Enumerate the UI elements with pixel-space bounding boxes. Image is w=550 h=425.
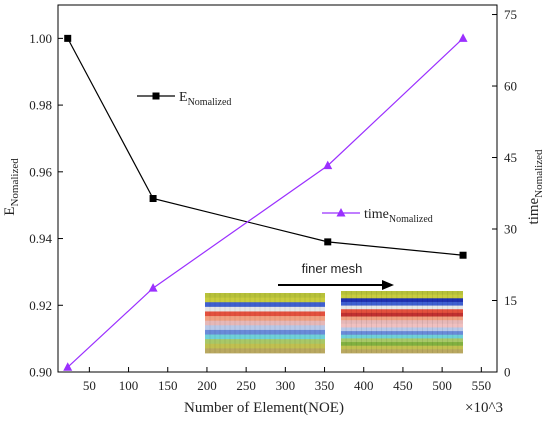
mesh-layer xyxy=(205,311,325,317)
mesh-layer xyxy=(341,291,463,296)
mesh-layer xyxy=(205,306,325,312)
left-tick-label: 0.98 xyxy=(29,98,52,113)
left-tick-label: 1.00 xyxy=(29,31,52,46)
mesh-layer xyxy=(341,323,463,328)
mesh-layer xyxy=(205,320,325,326)
mesh-layer xyxy=(205,339,325,345)
mesh-inset xyxy=(205,291,463,354)
mesh-layer xyxy=(341,316,463,321)
mesh-layer xyxy=(341,320,463,325)
x-tick-label: 400 xyxy=(354,378,374,393)
mesh-layer xyxy=(205,293,325,299)
left-tick-label: 0.94 xyxy=(29,231,52,246)
left-tick-label: 0.92 xyxy=(29,298,52,313)
x-tick-label: 250 xyxy=(236,378,256,393)
label-group: Number of Element(NOE) ×10^3 ENomalized tim… xyxy=(2,90,545,416)
mesh-layer xyxy=(341,312,463,317)
legend-e-marker xyxy=(152,92,160,100)
x-tick-label: 100 xyxy=(119,378,139,393)
x-tick-label: 500 xyxy=(432,378,452,393)
mesh-layer xyxy=(341,345,463,350)
fine-mesh xyxy=(341,291,463,354)
x-tick-label: 300 xyxy=(276,378,296,393)
right-tick-label: 0 xyxy=(504,365,511,380)
mesh-layer xyxy=(341,334,463,339)
series-line xyxy=(67,38,464,256)
left-tick-label: 0.96 xyxy=(29,164,52,179)
series-point-triangle xyxy=(323,160,333,170)
mesh-layer xyxy=(341,301,463,306)
series-point-square xyxy=(324,238,332,246)
mesh-layer xyxy=(341,327,463,332)
tick-group: 50 100 150 200 250 300 350 400 450 500 5500.900.92… xyxy=(29,7,517,393)
series-point-square xyxy=(459,251,467,259)
legend-time-marker xyxy=(336,208,346,217)
x-axis-title: Number of Element(NOE) xyxy=(184,400,344,416)
mesh-layer xyxy=(205,297,325,303)
series-point-triangle xyxy=(63,362,73,371)
x-tick-label: 200 xyxy=(197,378,217,393)
x-axis-multiplier: ×10^3 xyxy=(465,400,503,416)
right-axis-title: timeNomalized xyxy=(526,149,545,224)
x-tick-label: 350 xyxy=(315,378,335,393)
right-tick-label: 30 xyxy=(504,222,517,237)
x-tick-label: 550 xyxy=(472,378,492,393)
plot-frame xyxy=(57,4,498,373)
right-tick-label: 45 xyxy=(504,150,517,165)
mesh-layer xyxy=(205,348,325,354)
legend-time-label: timeNomalized xyxy=(364,207,433,225)
series-group xyxy=(63,33,468,371)
mesh-layer xyxy=(205,334,325,340)
x-tick-label: 50 xyxy=(83,378,96,393)
mesh-layer xyxy=(205,302,325,308)
plot-border xyxy=(57,4,498,373)
mesh-layer xyxy=(341,309,463,314)
left-axis-title: ENomalized xyxy=(2,158,21,216)
mesh-layer xyxy=(341,298,463,303)
mesh-layer xyxy=(341,294,463,299)
series-line xyxy=(67,37,464,368)
mesh-layer xyxy=(341,342,463,347)
x-tick-label: 450 xyxy=(393,378,413,393)
mesh-layer xyxy=(341,338,463,343)
series-point-triangle xyxy=(148,283,158,292)
series-point-triangle xyxy=(458,33,468,42)
mesh-layer xyxy=(205,329,325,335)
coarse-mesh xyxy=(205,293,325,354)
mesh-layer xyxy=(205,325,325,331)
series-point-square xyxy=(149,195,157,203)
x-tick-label: 150 xyxy=(158,378,178,393)
series-point-square xyxy=(64,34,72,42)
mesh-layer xyxy=(341,305,463,310)
left-tick-label: 0.90 xyxy=(29,365,52,380)
right-tick-label: 15 xyxy=(504,293,517,308)
annotation-text: finer mesh xyxy=(302,261,363,276)
legend-e-label: ENomalized xyxy=(179,90,231,108)
mesh-layer xyxy=(205,343,325,349)
right-tick-label: 60 xyxy=(504,79,517,94)
right-tick-label: 75 xyxy=(504,7,517,22)
mesh-layer xyxy=(341,349,463,354)
mesh-layer xyxy=(205,316,325,322)
annotation-arrow-head xyxy=(382,280,394,290)
mesh-layer xyxy=(341,331,463,336)
